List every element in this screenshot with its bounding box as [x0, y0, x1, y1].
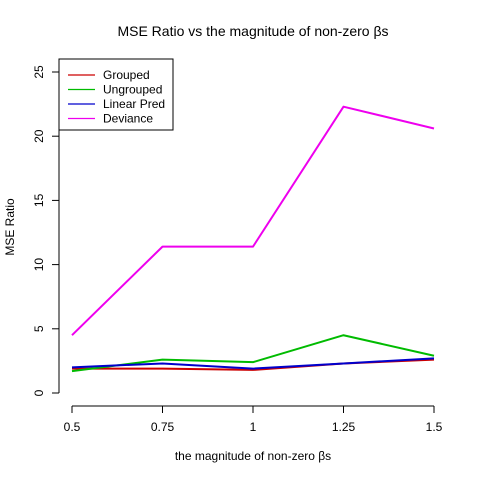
y-tick-label: 10 [32, 258, 46, 272]
legend-box [58, 58, 174, 131]
x-tick-label: 1.5 [426, 420, 443, 434]
legend-label-grouped: Grouped [103, 68, 150, 82]
y-tick-label: 25 [32, 65, 46, 79]
x-axis: 0.5 0.75 1 1.25 1.5 [64, 405, 443, 434]
legend-label-linear-pred: Linear Pred [103, 97, 165, 111]
y-axis: 0 5 10 15 20 25 [32, 65, 60, 396]
y-tick-label: 0 [32, 389, 46, 396]
legend-label-deviance: Deviance [103, 112, 153, 126]
series-line-linear-pred [71, 357, 435, 370]
y-tick-label: 20 [32, 129, 46, 143]
legend-label-ungrouped: Ungrouped [103, 83, 162, 97]
y-tick-label: 5 [32, 325, 46, 332]
x-tick-label: 1.25 [332, 420, 356, 434]
chart-title: MSE Ratio vs the magnitude of non-zero β… [117, 23, 388, 39]
x-tick-label: 0.5 [64, 420, 81, 434]
x-axis-label: the magnitude of non-zero βs [175, 449, 331, 463]
series-layer [71, 105, 435, 373]
series-line-ungrouped [71, 334, 435, 373]
x-tick-label: 0.75 [151, 420, 175, 434]
y-axis-label: MSE Ratio [3, 198, 17, 256]
x-tick-label: 1 [250, 420, 257, 434]
series-line-deviance [71, 105, 435, 336]
y-tick-label: 15 [32, 193, 46, 207]
